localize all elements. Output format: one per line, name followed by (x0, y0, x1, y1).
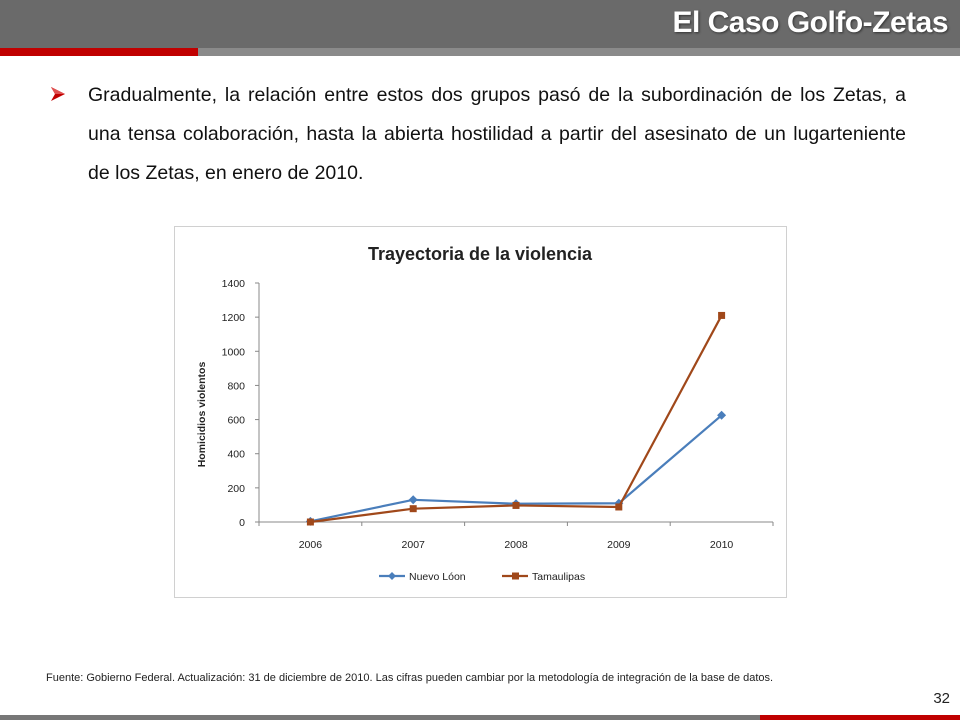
header-red-accent (0, 48, 198, 56)
arrow-bullet-icon (50, 86, 74, 107)
y-tick-label: 800 (227, 380, 245, 392)
x-tick-label: 2009 (607, 539, 631, 551)
legend-marker-diamond (388, 572, 396, 580)
y-tick-label: 200 (227, 483, 245, 495)
data-point-tamaulipas (409, 505, 417, 513)
slide-title: El Caso Golfo-Zetas (672, 6, 948, 39)
violence-chart: Trayectoria de la violencia 0 200 400 600 800… (174, 226, 787, 598)
bullet-text: Gradualmente, la relación entre estos do… (88, 84, 906, 184)
legend-marker-square (512, 572, 519, 580)
y-tick-label: 400 (227, 449, 245, 461)
data-point-tamaulipas (512, 501, 520, 509)
footer-gray-bar (0, 715, 760, 720)
data-point-tamaulipas (718, 311, 726, 319)
legend-label: Nuevo Lóon (409, 571, 466, 583)
footer-red-bar (760, 715, 960, 720)
y-tick-label: 1200 (222, 312, 246, 324)
chart-svg: Trayectoria de la violencia 0 200 400 600 800… (196, 244, 774, 583)
y-tick-label: 1000 (222, 346, 246, 358)
legend-label: Tamaulipas (532, 571, 585, 583)
y-tick-label: 600 (227, 415, 245, 427)
data-point-tamaulipas (306, 518, 314, 526)
y-axis-label: Homicidios violentos (196, 362, 208, 468)
series-line-tamaulipas (310, 314, 723, 524)
x-tick-label: 2008 (504, 539, 528, 551)
x-tick-label: 2010 (710, 539, 734, 551)
data-point-tamaulipas (615, 503, 623, 511)
chart-title: Trayectoria de la violencia (368, 244, 593, 264)
y-tick-label: 0 (239, 517, 245, 529)
y-tick-label: 1400 (222, 278, 246, 290)
x-tick-label: 2007 (402, 539, 426, 551)
source-footnote: Fuente: Gobierno Federal. Actualización:… (46, 672, 774, 684)
header-accent-bar (0, 48, 960, 56)
data-point-nuevo-leon (717, 410, 727, 420)
page-number: 32 (933, 690, 950, 707)
x-tick-label: 2006 (299, 539, 323, 551)
bullet-paragraph: Gradualmente, la relación entre estos do… (50, 76, 906, 193)
header-bar: El Caso Golfo-Zetas (0, 0, 960, 48)
data-point-nuevo-leon (408, 495, 418, 505)
